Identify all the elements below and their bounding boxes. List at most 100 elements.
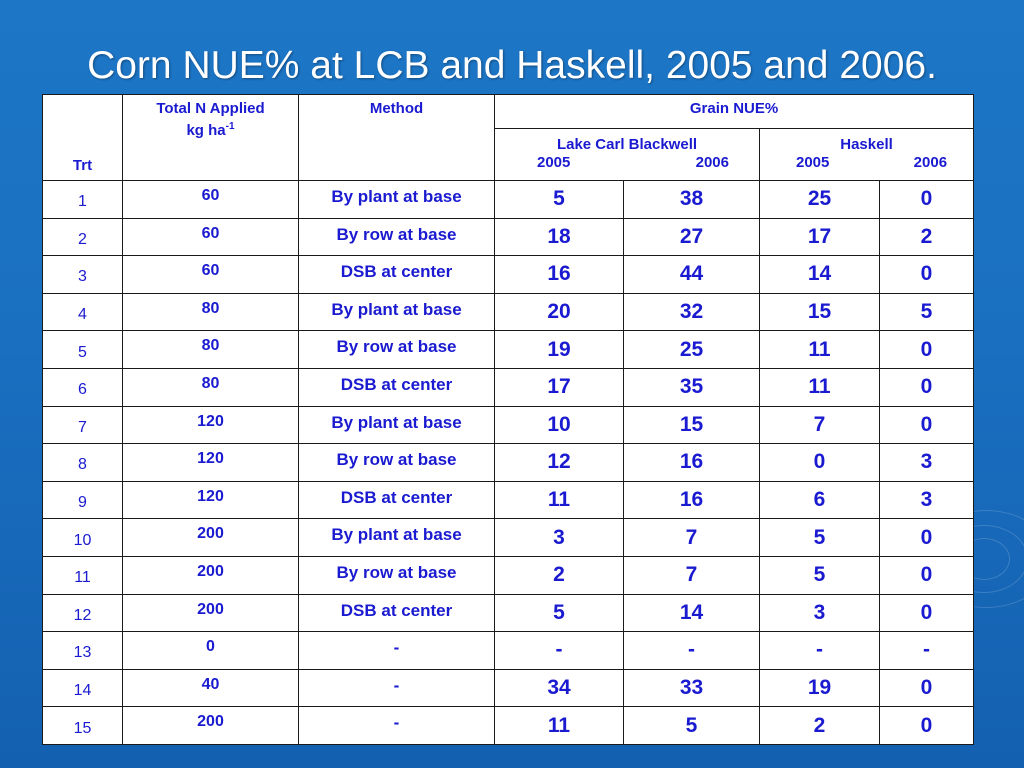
- cell-lcb-2006: 27: [623, 217, 760, 257]
- cell-haskell-2006: 2: [878, 217, 975, 257]
- cell-trt: 15: [42, 706, 123, 745]
- cell-method: By row at base: [298, 217, 495, 257]
- cell-haskell-2005: 3: [759, 593, 880, 633]
- cell-trt: 4: [42, 292, 123, 332]
- cell-haskell-2005: 11: [759, 330, 880, 369]
- table-row: 3 60 DSB at center 16 44 14 0: [42, 255, 975, 294]
- cell-total-n: 40: [122, 668, 299, 708]
- table-row: 2 60 By row at base 18 27 17 2: [42, 217, 975, 257]
- table-row: 12 200 DSB at center 5 14 3 0: [42, 593, 975, 633]
- cell-method: DSB at center: [298, 255, 495, 294]
- header-grain-nue: Grain NUE%: [493, 94, 975, 129]
- cell-haskell-2006: 0: [878, 255, 975, 294]
- cell-total-n: 200: [122, 555, 299, 595]
- cell-haskell-2005: -: [759, 631, 880, 670]
- header-lcb-2006: 2006: [695, 154, 729, 171]
- cell-haskell-2006: 0: [878, 593, 975, 633]
- cell-trt: 7: [42, 405, 123, 445]
- cell-lcb-2006: 14: [623, 593, 760, 633]
- header-trt: Trt: [42, 94, 123, 181]
- cell-lcb-2006: 16: [623, 443, 760, 482]
- cell-total-n: 60: [122, 180, 299, 219]
- table-row: 14 40-34 33 19 0: [42, 668, 975, 708]
- cell-total-n: 120: [122, 480, 299, 520]
- cell-trt: 10: [42, 518, 123, 557]
- nue-table: Trt Total N Applied kg ha-1 Method Grain…: [42, 94, 975, 745]
- header-lcb-name: Lake Carl Blackwell: [556, 136, 698, 153]
- cell-lcb-2005: 5: [494, 180, 624, 219]
- cell-lcb-2006: 44: [623, 255, 760, 294]
- cell-trt: 14: [42, 668, 123, 708]
- cell-haskell-2006: 0: [878, 706, 975, 745]
- header-haskell-2005: 2005: [796, 154, 830, 171]
- cell-lcb-2006: 15: [623, 405, 760, 445]
- cell-lcb-2006: 25: [623, 330, 760, 369]
- cell-haskell-2006: 0: [878, 405, 975, 445]
- header-lcb: Lake Carl Blackwell 2005 2006: [494, 128, 760, 181]
- cell-method: By plant at base: [298, 180, 495, 219]
- cell-haskell-2005: 5: [759, 518, 880, 557]
- cell-haskell-2005: 7: [759, 405, 880, 445]
- cell-total-n: 80: [122, 367, 299, 407]
- cell-haskell-2005: 2: [759, 706, 880, 745]
- cell-trt: 8: [42, 443, 123, 482]
- cell-lcb-2005: 2: [494, 555, 624, 595]
- header-haskell-2006: 2006: [913, 154, 948, 171]
- cell-method: -: [298, 706, 495, 745]
- cell-total-n: 60: [122, 255, 299, 294]
- header-haskell-years: 2005 2006: [760, 154, 973, 172]
- cell-lcb-2006: 7: [623, 518, 760, 557]
- cell-haskell-2006: 0: [878, 555, 975, 595]
- cell-method: By row at base: [298, 555, 495, 595]
- table-row: 10 200 By plant at base 3 7 5 0: [42, 518, 975, 557]
- table-row: 7 120 By plant at base 10 15 7 0: [42, 405, 975, 445]
- cell-method: DSB at center: [298, 593, 495, 633]
- cell-haskell-2005: 25: [759, 180, 880, 219]
- cell-trt: 6: [42, 367, 123, 407]
- cell-total-n: 200: [122, 518, 299, 557]
- cell-trt: 13: [42, 631, 123, 670]
- cell-lcb-2006: 38: [623, 180, 760, 219]
- cell-haskell-2005: 14: [759, 255, 880, 294]
- cell-haskell-2006: 0: [878, 180, 975, 219]
- cell-total-n: 60: [122, 217, 299, 257]
- header-unit-exponent: -1: [225, 121, 235, 132]
- header-haskell-name: Haskell: [840, 136, 893, 153]
- cell-haskell-2006: 3: [878, 443, 975, 482]
- cell-haskell-2005: 15: [759, 292, 880, 332]
- cell-haskell-2006: 0: [878, 367, 975, 407]
- cell-lcb-2005: 20: [494, 292, 624, 332]
- cell-haskell-2006: 5: [878, 292, 975, 332]
- cell-haskell-2006: 0: [878, 518, 975, 557]
- cell-trt: 11: [42, 555, 123, 595]
- cell-method: -: [298, 668, 495, 708]
- cell-haskell-2005: 0: [759, 443, 880, 482]
- cell-trt: 5: [42, 330, 123, 369]
- cell-lcb-2006: 35: [623, 367, 760, 407]
- cell-lcb-2006: 5: [623, 706, 760, 745]
- cell-total-n: 120: [122, 405, 299, 445]
- cell-haskell-2005: 17: [759, 217, 880, 257]
- cell-lcb-2005: 17: [494, 367, 624, 407]
- cell-method: By plant at base: [298, 292, 495, 332]
- cell-method: By plant at base: [298, 405, 495, 445]
- table-row: 5 80 By row at base 19 25 11 0: [42, 330, 975, 369]
- cell-method: DSB at center: [298, 367, 495, 407]
- cell-lcb-2005: 16: [494, 255, 624, 294]
- header-total-n-line1: Total N Applied: [156, 100, 265, 117]
- cell-method: By row at base: [298, 330, 495, 369]
- cell-trt: 9: [42, 480, 123, 520]
- cell-lcb-2005: 18: [494, 217, 624, 257]
- table-row: 1 60 By plant at base 5 38 25 0: [42, 180, 975, 219]
- cell-method: DSB at center: [298, 480, 495, 520]
- cell-method: -: [298, 631, 495, 670]
- cell-trt: 12: [42, 593, 123, 633]
- cell-trt: 1: [42, 180, 123, 219]
- cell-lcb-2005: 34: [494, 668, 624, 708]
- cell-lcb-2005: 11: [494, 480, 624, 520]
- table-row: 8 120 By row at base 12 16 0 3: [42, 443, 975, 482]
- header-haskell: Haskell 2005 2006: [758, 128, 975, 181]
- cell-haskell-2005: 5: [759, 555, 880, 595]
- cell-trt: 3: [42, 255, 123, 294]
- cell-lcb-2006: 33: [623, 668, 760, 708]
